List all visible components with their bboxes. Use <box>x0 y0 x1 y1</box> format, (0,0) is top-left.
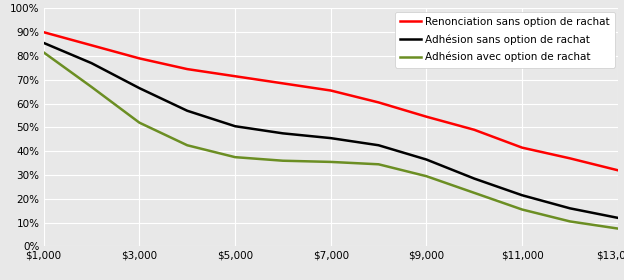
Renonciation sans option de rachat <box>279 82 286 85</box>
Adhésion avec option de rachat <box>614 227 622 230</box>
Adhésion avec option de rachat <box>279 159 286 162</box>
Renonciation sans option de rachat <box>232 74 239 78</box>
Adhésion avec option de rachat <box>40 51 47 54</box>
Adhésion sans option de rachat <box>422 158 430 161</box>
Adhésion avec option de rachat <box>470 191 478 195</box>
Adhésion sans option de rachat <box>135 87 143 90</box>
Adhésion avec option de rachat <box>375 163 383 166</box>
Line: Adhésion avec option de rachat: Adhésion avec option de rachat <box>44 52 618 228</box>
Line: Adhésion sans option de rachat: Adhésion sans option de rachat <box>44 43 618 218</box>
Renonciation sans option de rachat <box>327 89 334 92</box>
Adhésion sans option de rachat <box>88 62 95 65</box>
Adhésion sans option de rachat <box>614 216 622 220</box>
Renonciation sans option de rachat <box>614 169 622 172</box>
Renonciation sans option de rachat <box>88 44 95 47</box>
Renonciation sans option de rachat <box>470 128 478 132</box>
Renonciation sans option de rachat <box>566 157 573 160</box>
Adhésion avec option de rachat <box>135 121 143 124</box>
Adhésion sans option de rachat <box>519 193 526 197</box>
Adhésion sans option de rachat <box>327 136 334 140</box>
Adhésion sans option de rachat <box>183 109 191 113</box>
Adhésion avec option de rachat <box>327 160 334 164</box>
Adhésion sans option de rachat <box>375 144 383 147</box>
Line: Renonciation sans option de rachat: Renonciation sans option de rachat <box>44 32 618 170</box>
Renonciation sans option de rachat <box>40 31 47 34</box>
Adhésion sans option de rachat <box>279 132 286 135</box>
Adhésion avec option de rachat <box>232 155 239 159</box>
Renonciation sans option de rachat <box>519 146 526 149</box>
Renonciation sans option de rachat <box>422 115 430 118</box>
Adhésion sans option de rachat <box>232 125 239 128</box>
Adhésion avec option de rachat <box>88 85 95 89</box>
Legend: Renonciation sans option de rachat, Adhésion sans option de rachat, Adhésion ave: Renonciation sans option de rachat, Adhé… <box>394 11 615 67</box>
Renonciation sans option de rachat <box>183 67 191 71</box>
Adhésion avec option de rachat <box>519 208 526 211</box>
Renonciation sans option de rachat <box>375 101 383 104</box>
Adhésion avec option de rachat <box>422 174 430 178</box>
Renonciation sans option de rachat <box>135 57 143 60</box>
Adhésion sans option de rachat <box>470 177 478 180</box>
Adhésion sans option de rachat <box>40 41 47 45</box>
Adhésion sans option de rachat <box>566 207 573 210</box>
Adhésion avec option de rachat <box>183 144 191 147</box>
Adhésion avec option de rachat <box>566 220 573 223</box>
